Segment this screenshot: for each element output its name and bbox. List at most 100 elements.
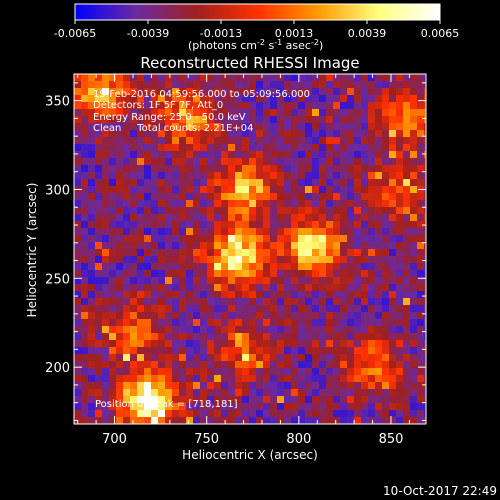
heatmap-cell: [123, 242, 131, 250]
heatmap-cell: [193, 375, 201, 383]
heatmap-cell: [249, 158, 257, 166]
heatmap-cell: [109, 200, 117, 208]
heatmap-cell: [417, 144, 425, 152]
heatmap-cell: [123, 312, 131, 320]
heatmap-cell: [417, 137, 425, 145]
heatmap-cell: [193, 116, 201, 124]
heatmap-cell: [256, 165, 264, 173]
heatmap-cell: [200, 172, 208, 180]
heatmap-cell: [123, 102, 131, 110]
heatmap-cell: [109, 312, 117, 320]
heatmap-cell: [249, 151, 257, 159]
heatmap-cell: [81, 361, 89, 369]
heatmap-cell: [214, 221, 222, 229]
heatmap-cell: [221, 123, 229, 131]
heatmap-cell: [361, 186, 369, 194]
heatmap-cell: [298, 116, 306, 124]
heatmap-cell: [396, 74, 404, 82]
heatmap-cell: [235, 102, 243, 110]
heatmap-cell: [417, 333, 425, 341]
heatmap-cell: [207, 193, 215, 201]
heatmap-cell: [368, 354, 376, 362]
heatmap-cell: [102, 403, 110, 411]
heatmap-cell: [417, 305, 425, 313]
heatmap-cell: [389, 291, 397, 299]
heatmap-cell: [242, 193, 250, 201]
heatmap-cell: [333, 354, 341, 362]
heatmap-cell: [228, 277, 236, 285]
heatmap-cell: [333, 151, 341, 159]
heatmap-cell: [326, 144, 334, 152]
heatmap-cell: [130, 172, 138, 180]
heatmap-cell: [116, 81, 124, 89]
heatmap-cell: [298, 382, 306, 390]
heatmap-cell: [382, 172, 390, 180]
heatmap-cell: [186, 165, 194, 173]
x-tick-label: 850: [379, 432, 404, 447]
heatmap-cell: [319, 312, 327, 320]
heatmap-cell: [417, 102, 425, 110]
heatmap-cell: [95, 130, 103, 138]
heatmap-cell: [123, 137, 131, 145]
heatmap-cell: [116, 158, 124, 166]
heatmap-cell: [312, 193, 320, 201]
heatmap-cell: [123, 109, 131, 117]
heatmap-cell: [81, 298, 89, 306]
heatmap-cell: [403, 263, 411, 271]
heatmap-cell: [151, 284, 159, 292]
heatmap-cell: [277, 333, 285, 341]
y-tick-label: 350: [45, 95, 70, 110]
heatmap-cell: [319, 277, 327, 285]
heatmap-cell: [256, 298, 264, 306]
heatmap-cell: [403, 95, 411, 103]
heatmap-cell: [270, 382, 278, 390]
heatmap-cell: [221, 165, 229, 173]
heatmap-cell: [221, 256, 229, 264]
heatmap-cell: [137, 74, 145, 82]
heatmap-cell: [270, 340, 278, 348]
heatmap-cell: [403, 410, 411, 418]
heatmap-cell: [305, 207, 313, 215]
heatmap-cell: [263, 361, 271, 369]
heatmap-cell: [361, 256, 369, 264]
heatmap-cell: [74, 291, 82, 299]
heatmap-cell: [389, 158, 397, 166]
heatmap-cell: [193, 88, 201, 96]
heatmap-cell: [305, 81, 313, 89]
heatmap-cell: [333, 74, 341, 82]
heatmap-cell: [95, 228, 103, 236]
heatmap-cell: [417, 214, 425, 222]
heatmap-cell: [319, 179, 327, 187]
heatmap-cell: [228, 144, 236, 152]
heatmap-cell: [81, 375, 89, 383]
heatmap-cell: [424, 347, 426, 355]
heatmap-cell: [291, 277, 299, 285]
heatmap-cell: [333, 410, 341, 418]
heatmap-cell: [186, 228, 194, 236]
heatmap-cell: [368, 109, 376, 117]
heatmap-cell: [228, 116, 236, 124]
heatmap-cell: [305, 277, 313, 285]
heatmap-cell: [207, 186, 215, 194]
heatmap-cell: [396, 179, 404, 187]
heatmap-cell: [249, 193, 257, 201]
heatmap-cell: [375, 340, 383, 348]
heatmap-cell: [270, 123, 278, 131]
heatmap-cell: [368, 249, 376, 257]
heatmap-cell: [193, 312, 201, 320]
heatmap-cell: [417, 81, 425, 89]
heatmap-cell: [130, 284, 138, 292]
heatmap-cell: [375, 368, 383, 376]
heatmap-cell: [375, 242, 383, 250]
heatmap-cell: [361, 151, 369, 159]
heatmap-cell: [347, 81, 355, 89]
heatmap-cell: [389, 165, 397, 173]
heatmap-cell: [277, 109, 285, 117]
heatmap-cell: [158, 319, 166, 327]
heatmap-cell: [382, 137, 390, 145]
heatmap-cell: [333, 137, 341, 145]
heatmap-cell: [417, 354, 425, 362]
heatmap-cell: [256, 242, 264, 250]
heatmap-cell: [172, 151, 180, 159]
heatmap-cell: [200, 417, 208, 424]
